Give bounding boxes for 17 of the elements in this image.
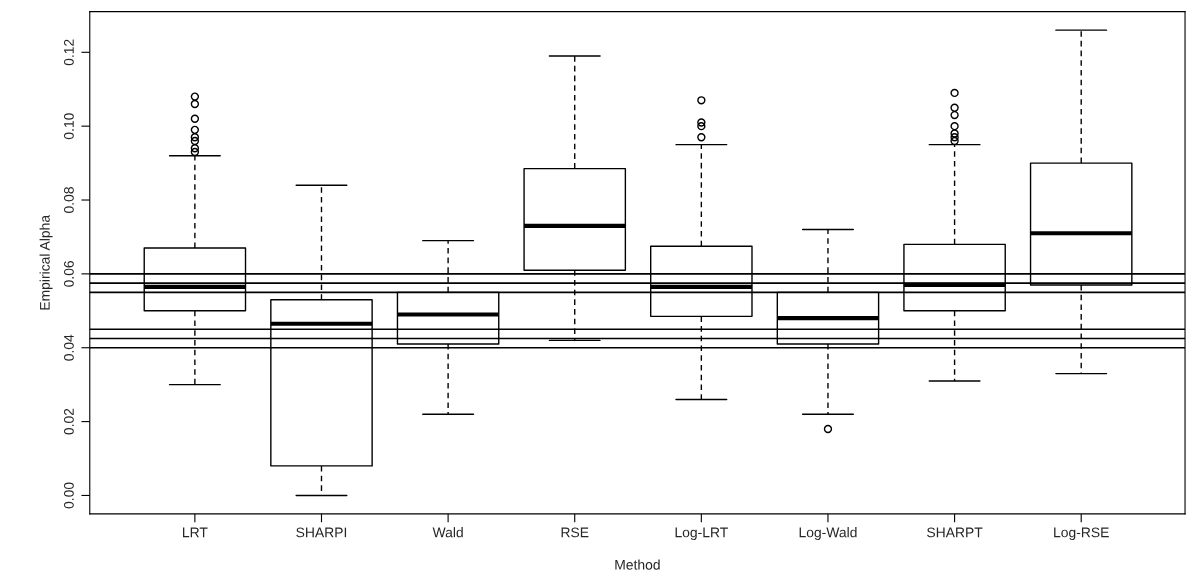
y-axis-title: Empirical Alpha	[39, 214, 53, 310]
y-tick-label: 0.06	[64, 260, 74, 287]
y-tick-label: 0.00	[64, 482, 74, 509]
y-tick-label: 0.10	[64, 113, 74, 140]
y-tick-label: 0.02	[64, 408, 74, 435]
x-tick-label: SHARPT	[927, 527, 983, 538]
x-tick-label: Log-Wald	[799, 527, 857, 541]
x-tick-label: Log-LRT	[675, 527, 728, 541]
y-tick-label: 0.08	[64, 187, 74, 213]
x-tick-label: LRT	[183, 527, 208, 538]
x-axis-title: Method	[615, 559, 660, 570]
y-tick-label: 0.12	[64, 39, 74, 66]
x-tick-label: RSE	[561, 527, 589, 538]
x-tick-label: SHARPI	[296, 527, 347, 538]
y-tick-label: 0.04	[64, 334, 74, 361]
x-tick-label: Wald	[432, 527, 463, 538]
x-tick-label: Log-RSE	[1054, 527, 1109, 541]
